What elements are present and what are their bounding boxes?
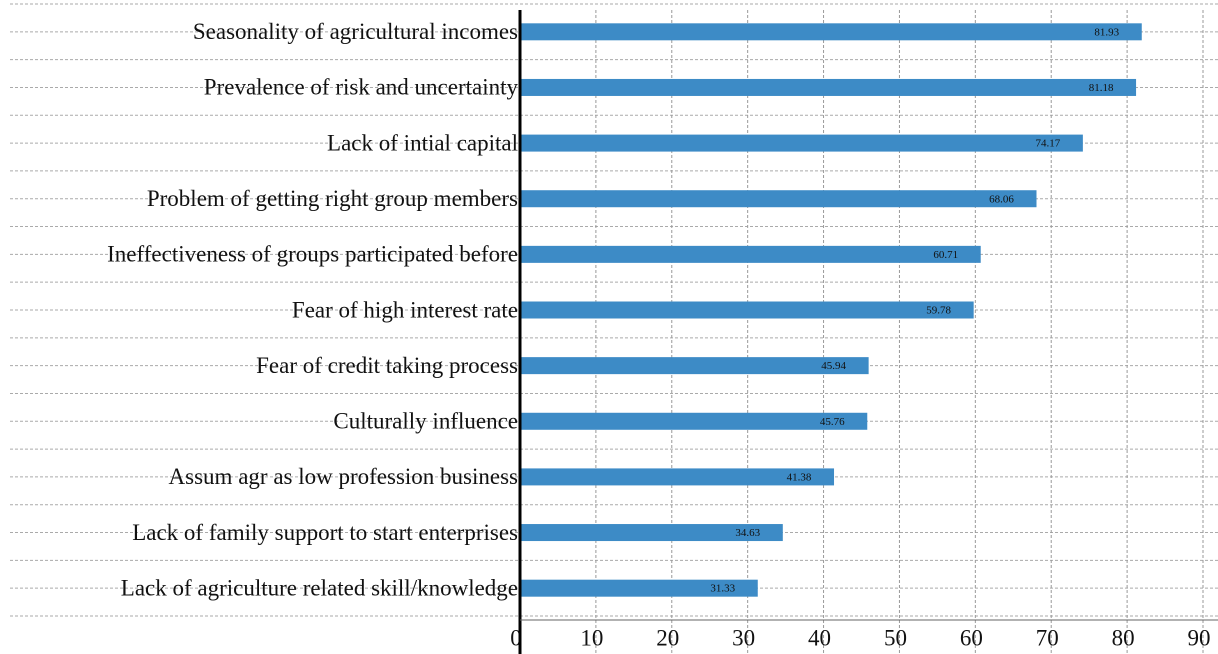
value-label: 45.94 bbox=[821, 360, 846, 372]
bar bbox=[520, 579, 758, 597]
y-tick-label: Lack of agriculture related skill/knowle… bbox=[121, 575, 518, 600]
y-tick-label: Problem of getting right group members bbox=[147, 186, 518, 211]
x-tick-label: 50 bbox=[884, 625, 907, 650]
value-label: 41.38 bbox=[787, 471, 812, 483]
x-tick-label: 20 bbox=[656, 625, 679, 650]
x-tick-label: 40 bbox=[808, 625, 831, 650]
y-tick-label: Fear of credit taking process bbox=[256, 353, 518, 378]
value-label: 81.18 bbox=[1089, 82, 1114, 94]
value-label: 68.06 bbox=[989, 193, 1014, 205]
x-tick-label: 0 bbox=[510, 625, 522, 650]
bar bbox=[520, 190, 1037, 208]
y-tick-label: Assum agr as low profession business bbox=[169, 464, 518, 489]
y-tick-label: Culturally influence bbox=[333, 409, 518, 434]
value-label: 60.71 bbox=[933, 249, 958, 261]
value-label: 74.17 bbox=[1035, 138, 1060, 150]
bar bbox=[520, 245, 981, 263]
bar bbox=[520, 23, 1142, 41]
bar bbox=[520, 524, 783, 542]
x-tick-label: 10 bbox=[580, 625, 603, 650]
bar bbox=[520, 412, 868, 430]
y-tick-label: Fear of high interest rate bbox=[292, 297, 518, 322]
x-tick-label: 70 bbox=[1036, 625, 1059, 650]
x-tick-label: 60 bbox=[960, 625, 983, 650]
bar bbox=[520, 357, 869, 375]
y-tick-label: Prevalence of risk and uncertainty bbox=[204, 75, 519, 100]
value-label: 59.78 bbox=[926, 305, 951, 317]
x-tick-label: 90 bbox=[1188, 625, 1211, 650]
y-tick-label: Seasonality of agricultural incomes bbox=[193, 19, 518, 44]
y-tick-label: Lack of family support to start enterpri… bbox=[132, 520, 518, 545]
bar bbox=[520, 301, 974, 319]
y-tick-label: Lack of intial capital bbox=[327, 130, 518, 155]
value-label: 45.76 bbox=[820, 416, 845, 428]
value-label: 81.93 bbox=[1094, 26, 1119, 38]
bar bbox=[520, 468, 835, 486]
x-tick-label: 30 bbox=[732, 625, 755, 650]
bar bbox=[520, 78, 1137, 96]
value-label: 34.63 bbox=[735, 527, 760, 539]
x-tick-label: 80 bbox=[1112, 625, 1135, 650]
value-label: 31.33 bbox=[710, 583, 735, 595]
bar bbox=[520, 134, 1083, 152]
y-tick-label: Ineffectiveness of groups participated b… bbox=[107, 242, 518, 267]
